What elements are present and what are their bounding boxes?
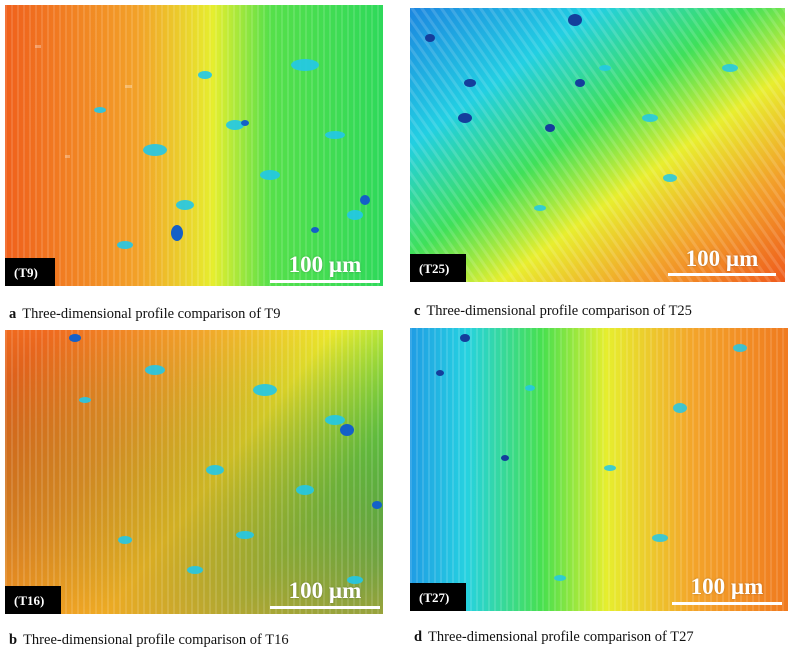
caption-letter-b: b: [9, 632, 18, 648]
height-map-t16: [5, 330, 383, 614]
caption-text-c: Three-dimensional profile comparison of …: [426, 303, 692, 319]
sample-tag-t25: (T25): [410, 254, 466, 282]
caption-letter-d: d: [414, 629, 423, 645]
sample-tag-t9: (T9): [5, 258, 55, 286]
height-map-t25: [410, 8, 785, 282]
height-map-t27: [410, 328, 788, 611]
profile-image-t16: (T16) 100 µm: [5, 330, 383, 614]
caption-letter-a: a: [9, 306, 17, 322]
profile-image-t9: (T9) 100 µm: [5, 5, 383, 286]
scale-bar-t16: [270, 606, 380, 609]
caption-text-a: Three-dimensional profile comparison of …: [22, 306, 281, 322]
scale-label-t25: 100 µm: [685, 246, 759, 271]
caption-d: d Three-dimensional profile comparison of…: [414, 629, 694, 646]
caption-c: c Three-dimensional profile comparison of…: [414, 303, 692, 320]
sample-tag-t16: (T16): [5, 586, 61, 614]
height-map-t9: [5, 5, 383, 286]
scale-label-t9: 100 µm: [288, 252, 362, 277]
sample-tag-t27: (T27): [410, 583, 466, 611]
profile-image-t25: (T25) 100 µm: [410, 8, 785, 282]
caption-b: b Three-dimensional profile comparison of…: [9, 632, 289, 649]
caption-a: a Three-dimensional profile comparison of…: [9, 306, 281, 323]
scale-bar-t27: [672, 602, 782, 605]
scale-label-t27: 100 µm: [690, 574, 764, 599]
profile-image-t27: (T27) 100 µm: [410, 328, 788, 611]
scale-bar-t9: [270, 280, 380, 283]
scale-label-t16: 100 µm: [288, 578, 362, 603]
scale-bar-t25: [668, 273, 776, 276]
caption-text-d: Three-dimensional profile comparison of …: [428, 629, 694, 645]
caption-letter-c: c: [414, 303, 421, 319]
caption-text-b: Three-dimensional profile comparison of …: [23, 632, 289, 648]
